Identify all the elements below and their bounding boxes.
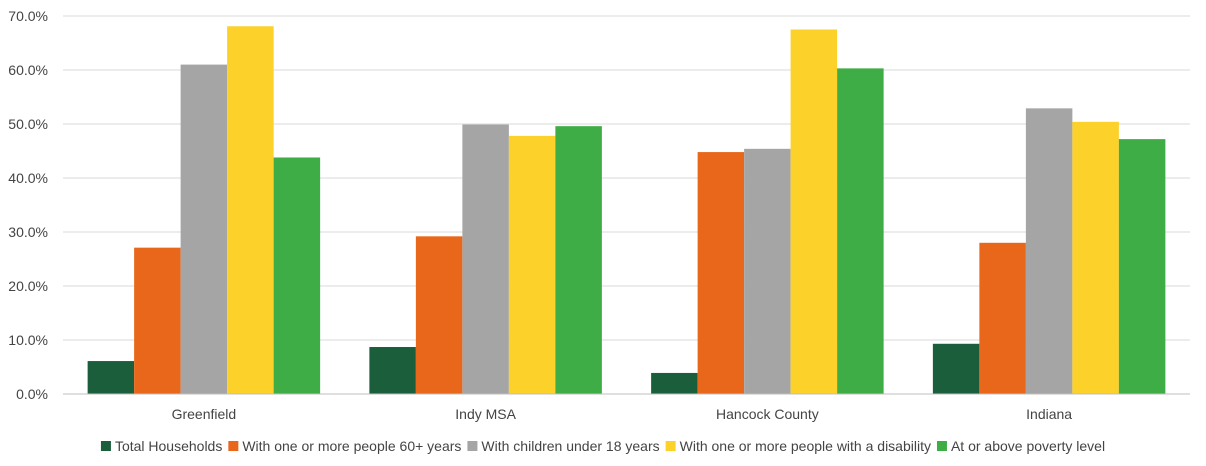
bar-at-or-above-poverty-level-indy-msa	[555, 126, 602, 394]
legend-item: With children under 18 years	[467, 438, 660, 454]
y-tick-label: 10.0%	[8, 332, 48, 348]
y-tick-label: 20.0%	[8, 278, 48, 294]
legend-item: With one or more people with a disabilit…	[665, 438, 931, 454]
y-tick-label: 60.0%	[8, 62, 48, 78]
y-axis-ticks: 0.0% 10.0% 20.0% 30.0% 40.0% 50.0% 60.0% 70.0%	[8, 8, 48, 402]
legend-label: With children under 18 years	[481, 438, 659, 454]
x-category-label: Greenfield	[172, 406, 237, 422]
legend-swatch	[936, 441, 947, 451]
legend-item: Total Households	[100, 438, 222, 454]
bars	[87, 26, 1166, 394]
bar-with-children-under-18-years-hancock-county	[744, 148, 791, 394]
bar-at-or-above-poverty-level-greenfield	[273, 157, 321, 394]
y-tick-label: 70.0%	[8, 8, 48, 24]
bar-total-households-indy-msa	[369, 347, 416, 394]
legend: Total Households With one or more people …	[100, 438, 1105, 454]
legend-label: With one or more people with a disabilit…	[680, 438, 931, 454]
bar-with-one-or-more-people-60-years-indy-msa	[415, 236, 463, 394]
x-category-label: Hancock County	[716, 406, 819, 422]
bar-with-one-or-more-people-60-years-indiana	[979, 242, 1026, 394]
bar-total-households-hancock-county	[651, 372, 698, 394]
legend-label: With one or more people 60+ years	[242, 438, 461, 454]
bar-at-or-above-poverty-level-hancock-county	[837, 68, 884, 394]
bar-at-or-above-poverty-level-indiana	[1118, 139, 1166, 394]
bar-total-households-greenfield	[87, 361, 135, 394]
y-tick-label: 40.0%	[8, 170, 48, 186]
legend-swatch	[467, 441, 478, 451]
bar-with-one-or-more-people-60-years-greenfield	[134, 247, 181, 394]
x-category-label: Indiana	[1026, 406, 1072, 422]
bar-with-one-or-more-people-with-a-disability-greenfield	[227, 26, 274, 394]
bar-with-one-or-more-people-with-a-disability-indy-msa	[508, 135, 556, 394]
bar-total-households-indiana	[932, 343, 980, 394]
y-tick-label: 0.0%	[16, 386, 48, 402]
legend-swatch	[100, 441, 111, 451]
bar-with-one-or-more-people-with-a-disability-indiana	[1072, 121, 1119, 394]
legend-label: Total Households	[115, 438, 222, 454]
bar-with-children-under-18-years-indy-msa	[462, 124, 509, 394]
legend-item: At or above poverty level	[936, 438, 1105, 454]
y-tick-label: 30.0%	[8, 224, 48, 240]
legend-label: At or above poverty level	[951, 438, 1105, 454]
y-tick-label: 50.0%	[8, 116, 48, 132]
bar-with-children-under-18-years-indiana	[1025, 108, 1073, 394]
category-labels: Greenfield Indy MSA Hancock County Indiana	[172, 406, 1073, 422]
x-category-label: Indy MSA	[455, 406, 516, 422]
bar-with-one-or-more-people-with-a-disability-hancock-county	[790, 29, 838, 394]
legend-swatch	[228, 441, 239, 451]
bar-with-children-under-18-years-greenfield	[180, 64, 228, 394]
legend-swatch	[665, 441, 676, 451]
legend-item: With one or more people 60+ years	[228, 438, 461, 454]
bar-with-one-or-more-people-60-years-hancock-county	[697, 152, 745, 394]
